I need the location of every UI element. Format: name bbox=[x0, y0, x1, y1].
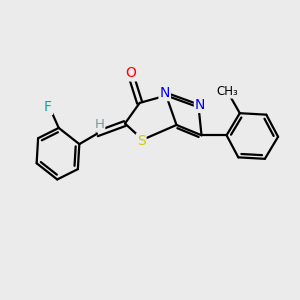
Text: N: N bbox=[160, 86, 170, 100]
Text: O: O bbox=[125, 66, 136, 80]
Text: N: N bbox=[195, 98, 205, 112]
Text: S: S bbox=[137, 134, 146, 148]
Text: CH₃: CH₃ bbox=[217, 85, 238, 98]
Text: H: H bbox=[94, 118, 104, 131]
Text: F: F bbox=[44, 100, 52, 114]
